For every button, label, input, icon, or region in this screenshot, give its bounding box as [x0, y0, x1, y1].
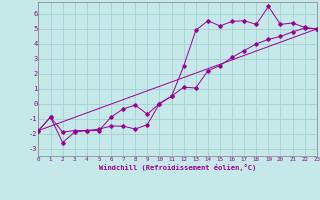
X-axis label: Windchill (Refroidissement éolien,°C): Windchill (Refroidissement éolien,°C) — [99, 164, 256, 171]
